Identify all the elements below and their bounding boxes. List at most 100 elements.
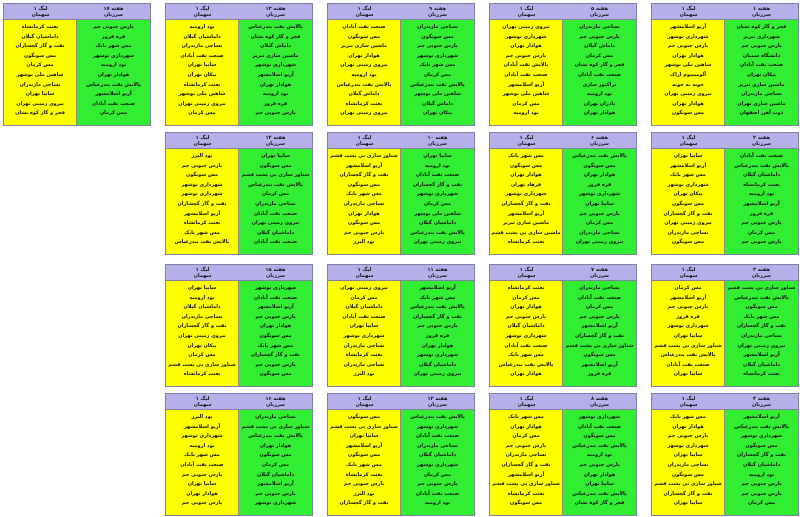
team-name: مس شهر بابک: [184, 452, 220, 459]
team-name: شاهین ملی بوشهر: [414, 210, 461, 217]
team-name: پارس جنوبی جم: [741, 239, 782, 246]
team-name: صنعت نفت آبادان: [253, 210, 298, 217]
team-name: نود البرز: [353, 490, 375, 497]
team-name: نساجی مازندران: [741, 332, 782, 339]
team-name: شاهین ملی بوشهر: [664, 62, 712, 69]
week-card: لیگ ۱ سهمان هفته ۶ سرزنان مس شهر بابک مس سونگ…: [489, 132, 637, 255]
header-sub-a: سرزنان: [104, 11, 123, 18]
league-label: لیگ ۱: [357, 395, 372, 402]
team-name: نود ارومیه: [351, 71, 377, 78]
team-name: پارس جنوبی جم: [343, 481, 385, 488]
team-name: پالایش نفت بندرعباس: [734, 294, 789, 301]
team-name: نود ارومیه: [424, 500, 451, 507]
team-name: آلومینیوم اراک: [670, 71, 706, 78]
team-name: مس کرمان: [423, 471, 452, 478]
team-name: نساجی مازندران: [343, 200, 385, 207]
team-name: داماشیان گیلان: [742, 361, 781, 368]
card-header: لیگ ۱ سهمان هفته ۱۷ سرزنان: [4, 4, 150, 20]
league-label: لیگ ۱: [357, 266, 372, 273]
league-label: لیگ ۱: [519, 266, 534, 273]
card-header: لیگ ۱ سهمان هفته ۶ سرزنان: [490, 133, 636, 149]
header-week: هفته ۶ سرزنان: [563, 133, 636, 148]
team-name: نیروی زمینی تهران: [575, 239, 624, 246]
team-name: شهرداری نوشهر: [667, 323, 709, 330]
header-sub-b: سهمان: [355, 140, 374, 147]
week-card: لیگ ۱ سهمان هفته ۱۳ سرزنان نود ارومیه داماشیا…: [165, 3, 313, 126]
week-card: لیگ ۱ سهمان هفته ۴ سرزنان مس شهر بابک هوادار …: [651, 393, 799, 516]
header-sub-a: سرزنان: [266, 272, 285, 279]
team-name: پالایش نفت بندرعباس: [734, 162, 789, 169]
team-name: شهرداری نوشهر: [416, 352, 459, 359]
week-card: لیگ ۱ سهمان هفته ۱۱ سرزنان نیروی زمینی تهران…: [327, 264, 475, 387]
team-name: مس سونگون: [583, 352, 616, 359]
home-team-column: سایپا تهران نود ارومیه داماشیان گیلان نساجی…: [166, 281, 239, 386]
header-sub-b: سهمان: [355, 272, 374, 279]
team-name: شهرداری نوشهر: [343, 332, 385, 339]
team-name: نفت و گاز گچساران: [177, 200, 227, 207]
header-sub-b: سهمان: [679, 11, 698, 18]
team-name: هوادار تهران: [583, 471, 616, 478]
away-team-column: نساجی مازندران پارس جنوبی جم داماش گیلان مس…: [563, 20, 636, 125]
team-name: هوادار تهران: [421, 342, 454, 349]
team-name: پارس جنوبی جم: [505, 313, 547, 320]
team-name: پالایش نفت بندرعباس: [174, 239, 230, 246]
team-name: هوادار تهران: [510, 423, 542, 430]
team-name: مس شهر بابک: [419, 294, 456, 301]
team-name: نساجی مازندران: [343, 342, 385, 349]
team-name: شناور سازی بی پشت قشم: [241, 172, 310, 179]
team-name: مس سونگون: [347, 452, 381, 459]
team-name: نفت و گاز گچساران: [501, 461, 551, 468]
home-team-column: شناور سازی بی پشت قشم آریو اسلامشهر نفت و …: [328, 149, 401, 254]
team-name: شهرداری نوشهر: [181, 433, 223, 440]
team-name: نساجی مازندران: [741, 91, 782, 98]
team-name: نیروی زمینی تهران: [16, 100, 64, 107]
team-name: آریو اسلامشهر: [257, 481, 294, 488]
team-name: پارس جنوبی جم: [255, 361, 296, 368]
team-name: شهرداری نوشهر: [740, 433, 783, 440]
team-name: پارس جنوبی جم: [93, 24, 134, 30]
card-header: لیگ ۱ سهمان هفته ۱۳ سرزنان: [166, 4, 312, 20]
week-card: لیگ ۱ سهمان هفته ۷ سرزنان بعثت کرمانشاه مس کر…: [489, 264, 637, 387]
home-team-column: نیروی زمینی تهران شهرداری نوشهر هوادار تهر…: [490, 20, 563, 125]
header-week: هفته ۴ سرزنان: [725, 394, 798, 409]
league-label: لیگ ۱: [357, 134, 372, 141]
away-team-column: پالایش نفت بندرعباس مس سونگون هوادار تهران…: [563, 149, 636, 254]
away-team-column: آریو اسلامشهر پالایش نفت بندرعباس شهرداری …: [725, 410, 798, 515]
header-sub-a: سرزنان: [266, 140, 285, 147]
team-name: پارس جنوبی جم: [505, 52, 547, 59]
team-name: نساجی مازندران: [667, 229, 709, 236]
card-header: لیگ ۱ سهمان هفته ۱۰ سرزنان: [328, 133, 474, 149]
header-sub-a: سرزنان: [752, 140, 771, 147]
team-name: پالایش نفت بندرعباس: [410, 304, 465, 311]
team-name: نفت و گاز گچساران: [412, 313, 463, 320]
team-name: مس کرمان: [350, 294, 378, 301]
team-name: نیروی زمینی تهران: [502, 24, 550, 30]
team-name: پارس جنوبی جم: [741, 490, 782, 497]
team-name: داماشیان گیلان: [418, 452, 457, 459]
team-name: داماش گیلان: [348, 91, 380, 98]
away-team-column: نساجی مازندران صنعت نفت آبادان مس کرمان پار…: [563, 281, 636, 386]
team-name: ماشین سازی تهران: [737, 100, 786, 107]
team-name: پارس جنوبی جم: [667, 43, 709, 50]
header-week: هفته ۱۳ سرزنان: [239, 4, 312, 19]
team-name: نساجی مازندران: [19, 81, 61, 88]
team-name: مس سونگون: [259, 162, 292, 169]
team-name: نود البرز: [191, 153, 213, 159]
team-name: مس شهر بابک: [508, 414, 544, 420]
league-label: لیگ ۱: [357, 5, 372, 12]
team-name: بعثت کرمانشاه: [21, 24, 59, 30]
team-name: داماشیان گیلان: [183, 33, 221, 40]
team-name: نود ارومیه: [262, 91, 289, 98]
team-name: ماشین سازی تبریز: [502, 220, 550, 227]
away-team-column: شهرداری نوشهر صنعت نفت آبادان مس سونگون پال…: [563, 410, 636, 515]
team-name: بعثت کرمانشاه: [507, 285, 545, 291]
card-header: لیگ ۱ سهمان هفته ۷ سرزنان: [490, 265, 636, 281]
team-name: پارس جنوبی جم: [255, 110, 296, 117]
team-name: فرهاد تهران: [510, 181, 542, 188]
team-name: صنعت نفت آبادان: [180, 461, 224, 468]
team-name: نیروی زمینی تهران: [413, 239, 462, 246]
week-card: لیگ ۱ سهمان هفته ۸ سرزنان مس شهر بابک هوادار …: [489, 393, 637, 516]
team-name: ماشین سازی تبریز: [738, 81, 785, 88]
team-name: سایپا تهران: [349, 323, 379, 330]
team-name: آریو اسلامشهر: [743, 200, 780, 207]
